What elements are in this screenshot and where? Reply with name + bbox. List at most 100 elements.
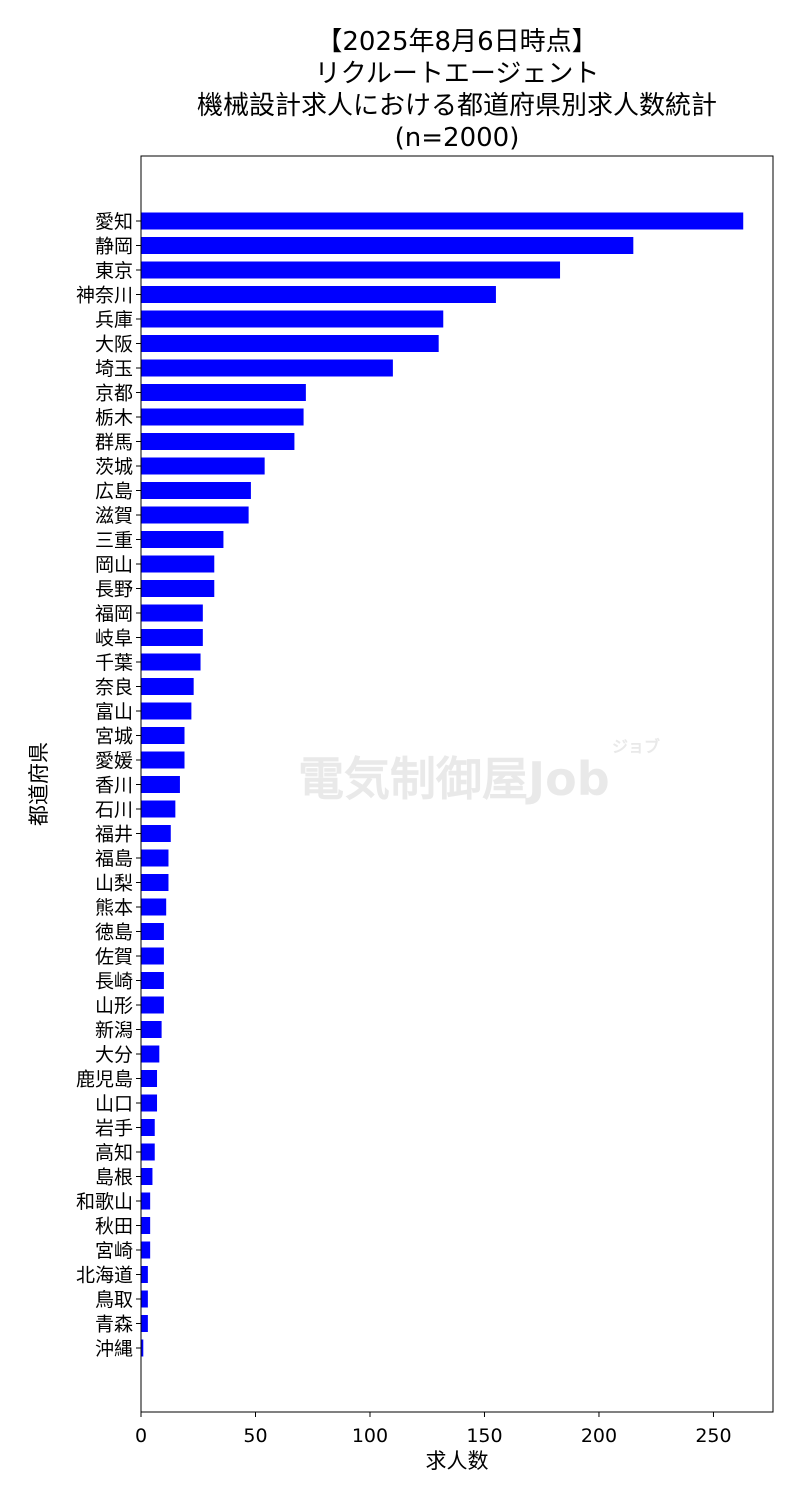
category-label: 熊本 xyxy=(95,897,133,919)
category-label: 香川 xyxy=(95,775,133,797)
category-label: 岐阜 xyxy=(95,628,133,650)
bar-徳島 xyxy=(141,923,164,940)
x-tick-label: 0 xyxy=(135,1425,147,1447)
plot-area-frame xyxy=(140,155,774,1413)
x-tick-label: 100 xyxy=(352,1425,388,1447)
category-label: 大分 xyxy=(95,1044,133,1066)
bar-山梨 xyxy=(141,874,169,891)
chart-title-line-3: 機械設計求人における都道府県別求人数統計 xyxy=(197,91,717,121)
category-label: 高知 xyxy=(95,1142,133,1164)
bar-北海道 xyxy=(141,1266,148,1283)
category-labels-group: 愛知静岡東京神奈川兵庫大阪埼玉京都栃木群馬茨城広島滋賀三重岡山長野福岡岐阜千葉奈… xyxy=(76,211,141,1360)
chart-title-line-4: (n=2000) xyxy=(395,123,520,153)
category-label: 静岡 xyxy=(95,236,133,258)
bar-大阪 xyxy=(141,335,439,352)
category-label: 福岡 xyxy=(95,603,133,625)
bar-高知 xyxy=(141,1143,155,1161)
category-label: 宮城 xyxy=(95,726,133,748)
bar-茨城 xyxy=(141,457,265,475)
category-label: 三重 xyxy=(95,530,133,552)
bar-鳥取 xyxy=(141,1290,148,1308)
bars-group xyxy=(141,212,744,1357)
category-label: 岩手 xyxy=(95,1118,133,1140)
chart-title-line-1: 【2025年8月6日時点】 xyxy=(316,27,597,57)
category-label: 愛知 xyxy=(95,211,133,233)
bar-岩手 xyxy=(141,1119,155,1136)
bar-香川 xyxy=(141,776,180,793)
bar-愛知 xyxy=(141,212,744,230)
chart-title-line-2: リクルートエージェント xyxy=(315,59,600,89)
y-axis-label: 都道府県 xyxy=(27,742,51,826)
bar-島根 xyxy=(141,1168,153,1185)
x-axis-label: 求人数 xyxy=(426,1449,489,1473)
category-label: 鳥取 xyxy=(95,1289,133,1311)
bar-滋賀 xyxy=(141,506,249,524)
category-label: 広島 xyxy=(95,481,133,503)
category-label: 茨城 xyxy=(95,456,133,478)
category-label: 岡山 xyxy=(95,554,133,576)
category-label: 宮崎 xyxy=(95,1240,133,1262)
category-label: 新潟 xyxy=(95,1020,133,1042)
bar-静岡 xyxy=(141,237,634,254)
bar-長野 xyxy=(141,580,215,597)
bar-大分 xyxy=(141,1045,160,1063)
category-label: 島根 xyxy=(95,1167,133,1189)
bar-福岡 xyxy=(141,604,203,622)
category-label: 秋田 xyxy=(95,1216,133,1238)
category-label: 富山 xyxy=(95,701,133,723)
category-label: 石川 xyxy=(95,799,133,821)
bar-愛媛 xyxy=(141,751,185,769)
category-label: 山口 xyxy=(95,1093,133,1115)
category-label: 長崎 xyxy=(95,971,133,993)
bar-福井 xyxy=(141,825,171,842)
category-label: 京都 xyxy=(95,383,133,405)
bar-佐賀 xyxy=(141,947,164,965)
bar-福島 xyxy=(141,849,169,867)
bar-沖縄 xyxy=(141,1339,144,1357)
x-tick-label: 50 xyxy=(243,1425,267,1447)
x-tick-label: 150 xyxy=(466,1425,502,1447)
bar-秋田 xyxy=(141,1217,151,1234)
bar-石川 xyxy=(141,800,176,818)
bar-鹿児島 xyxy=(141,1070,158,1087)
bar-広島 xyxy=(141,482,251,499)
watermark-small-text: ジョブ xyxy=(612,737,660,756)
x-tick-label: 250 xyxy=(695,1425,731,1447)
x-tick-label: 200 xyxy=(581,1425,617,1447)
category-label: 福島 xyxy=(95,848,133,870)
category-label: 北海道 xyxy=(76,1265,133,1287)
category-label: 鹿児島 xyxy=(76,1069,133,1091)
bar-熊本 xyxy=(141,898,167,916)
category-label: 長野 xyxy=(95,579,133,601)
category-label: 栃木 xyxy=(95,407,133,429)
bar-新潟 xyxy=(141,1021,162,1038)
category-label: 神奈川 xyxy=(76,285,133,307)
bar-群馬 xyxy=(141,433,295,450)
category-label: 千葉 xyxy=(95,652,133,674)
bar-東京 xyxy=(141,261,561,279)
category-label: 佐賀 xyxy=(95,946,133,968)
bar-宮城 xyxy=(141,727,185,744)
category-label: 大阪 xyxy=(95,334,133,356)
bar-宮崎 xyxy=(141,1241,151,1259)
category-label: 青森 xyxy=(95,1314,133,1336)
bar-千葉 xyxy=(141,653,201,671)
bar-埼玉 xyxy=(141,359,393,377)
bar-岐阜 xyxy=(141,629,203,646)
bar-山形 xyxy=(141,996,164,1014)
category-label: 徳島 xyxy=(95,922,133,944)
bar-富山 xyxy=(141,702,192,720)
bar-三重 xyxy=(141,531,224,548)
bar-奈良 xyxy=(141,678,194,695)
watermark-text: 電気制御屋Job xyxy=(298,752,610,806)
bar-栃木 xyxy=(141,408,304,426)
category-label: 滋賀 xyxy=(95,505,133,527)
category-label: 兵庫 xyxy=(95,309,133,331)
bar-青森 xyxy=(141,1315,148,1332)
bar-岡山 xyxy=(141,555,215,573)
bar-山口 xyxy=(141,1094,158,1112)
bar-兵庫 xyxy=(141,310,444,328)
x-ticks-group: 0 50 100 150 200 250 xyxy=(135,1412,732,1447)
bar-和歌山 xyxy=(141,1192,151,1210)
